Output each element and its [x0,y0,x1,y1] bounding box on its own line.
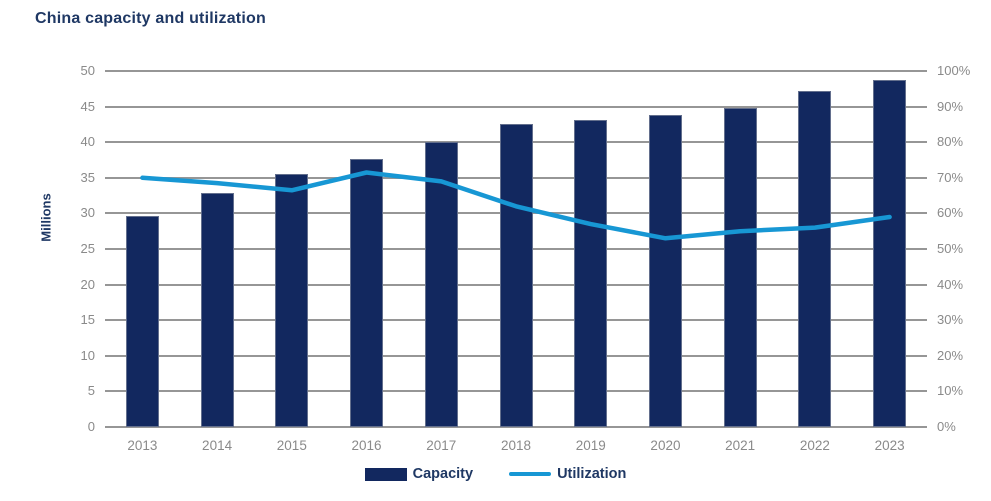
right-axis-tick-90: 90% [937,98,964,114]
legend-label-utilization: Utilization [557,466,627,482]
left-axis-tick-50: 50 [80,63,95,78]
left-axis-tick-25: 25 [80,241,95,256]
capacity-bar-swatch [364,467,407,481]
x-axis-label-2020: 2020 [650,438,681,453]
left-axis-tick-0: 0 [87,419,95,434]
bar-2023 [873,80,907,427]
right-axis-tick-40: 40% [937,276,964,292]
legend: Capacity Utilization [0,466,991,482]
bar-2017 [424,142,458,427]
bar-2016 [350,158,384,427]
x-axis-label-2019: 2019 [575,438,606,453]
gridline-45 [105,105,927,108]
left-axis-tick-10: 10 [80,347,95,363]
x-axis-label-2014: 2014 [202,438,233,453]
x-axis-label-2021: 2021 [725,438,756,453]
right-axis-tick-60: 60% [937,205,964,221]
right-axis-tick-30: 30% [937,312,964,328]
legend-label-capacity: Capacity [412,466,474,482]
bar-2014 [200,193,234,427]
x-axis-label-2017: 2017 [426,438,457,453]
x-axis-label-2022: 2022 [799,438,830,453]
left-axis-tick-35: 35 [80,169,95,185]
right-axis-tick-70: 70% [937,169,964,185]
left-axis-tick-20: 20 [80,276,95,292]
x-axis-label-2013: 2013 [127,438,158,453]
bar-2022 [798,90,832,427]
x-axis-labels: 2013 2014 2015 2016 2017 2018 2019 2020 2021 2022… [105,438,927,458]
right-axis-tick-10: 10% [937,383,964,399]
utilization-line-swatch [509,472,552,476]
legend-item-utilization: Utilization [509,466,626,482]
left-axis-tick-30: 30 [80,205,95,221]
left-axis-tick-5: 5 [87,383,95,399]
bar-2015 [275,173,309,427]
bar-2021 [723,108,757,427]
left-axis-tick-40: 40 [80,134,95,150]
bar-2013 [125,215,159,427]
bar-2020 [648,115,682,427]
x-axis-label-2023: 2023 [874,438,905,453]
left-axis-ticks: 0 5 10 15 20 25 30 35 40 45 50 [0,63,95,434]
right-axis-tick-20: 20% [937,347,964,363]
chart-title: China capacity and utilization [35,10,266,27]
right-axis-ticks: 0% 10% 20% 30% 40% 50% 60% 70% 80% 90% 100% [937,63,991,434]
bar-2019 [574,120,608,427]
legend-item-capacity: Capacity [364,466,474,482]
right-axis-tick-0: 0% [937,419,956,434]
right-axis-tick-50: 50% [937,241,964,256]
gridline-0 [105,426,927,428]
x-axis-label-2015: 2015 [276,438,307,453]
right-axis-tick-100: 100% [937,63,971,78]
plot-area [105,70,927,428]
utilization-line [140,170,892,241]
left-axis-tick-15: 15 [80,312,95,328]
x-axis-label-2018: 2018 [500,438,532,453]
x-axis-label-2016: 2016 [351,438,382,453]
gridline-50 [105,70,927,72]
right-axis-tick-80: 80% [937,134,964,150]
bar-2018 [499,123,533,427]
left-axis-tick-45: 45 [80,98,95,114]
